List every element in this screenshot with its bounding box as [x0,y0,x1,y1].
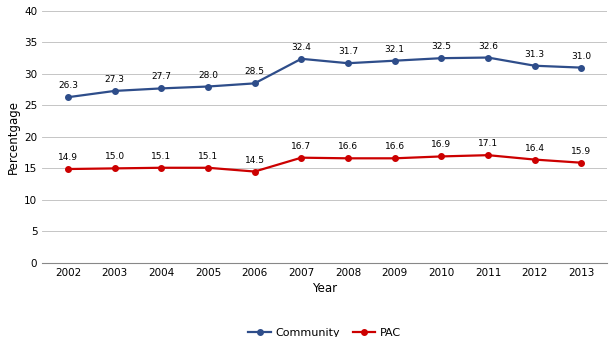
PAC [251,170,258,174]
Community [531,64,538,68]
PAC [298,156,305,160]
PAC [204,166,212,170]
Legend: Community, PAC: Community, PAC [244,324,405,337]
Text: 32.6: 32.6 [478,41,498,51]
PAC [158,166,165,170]
PAC [484,153,492,157]
Community [111,89,119,93]
Community [298,57,305,61]
Text: 17.1: 17.1 [478,139,498,148]
PAC [344,156,352,160]
Community [158,86,165,90]
PAC [64,167,72,171]
Text: 27.3: 27.3 [104,75,125,84]
Line: PAC: PAC [65,152,584,174]
Community [438,56,445,60]
Text: 32.5: 32.5 [432,42,451,51]
Community [484,56,492,60]
Text: 31.0: 31.0 [571,52,591,61]
Text: 16.7: 16.7 [291,142,311,151]
PAC [438,154,445,158]
Community [251,81,258,85]
Text: 28.5: 28.5 [244,67,265,76]
PAC [111,166,119,171]
Text: 14.9: 14.9 [58,153,78,162]
X-axis label: Year: Year [312,282,337,295]
Text: 15.1: 15.1 [198,152,218,161]
PAC [531,158,538,162]
Text: 15.0: 15.0 [104,152,125,161]
Text: 15.9: 15.9 [571,147,591,156]
Text: 16.6: 16.6 [384,142,405,151]
Community [578,66,585,70]
PAC [391,156,398,160]
Text: 26.3: 26.3 [58,81,78,90]
Line: Community: Community [65,55,584,100]
Text: 16.6: 16.6 [338,142,358,151]
PAC [578,161,585,165]
Text: 31.7: 31.7 [338,47,358,56]
Text: 16.4: 16.4 [525,144,545,153]
Text: 27.7: 27.7 [151,72,171,82]
Community [204,85,212,89]
Text: 15.1: 15.1 [151,152,171,161]
Text: 16.9: 16.9 [431,141,451,150]
Y-axis label: Percentgage: Percentgage [7,100,20,174]
Community [391,59,398,63]
Text: 31.3: 31.3 [524,50,545,59]
Community [64,95,72,99]
Text: 32.4: 32.4 [292,43,311,52]
Community [344,61,352,65]
Text: 32.1: 32.1 [384,45,405,54]
Text: 14.5: 14.5 [244,156,265,164]
Text: 28.0: 28.0 [198,70,218,80]
